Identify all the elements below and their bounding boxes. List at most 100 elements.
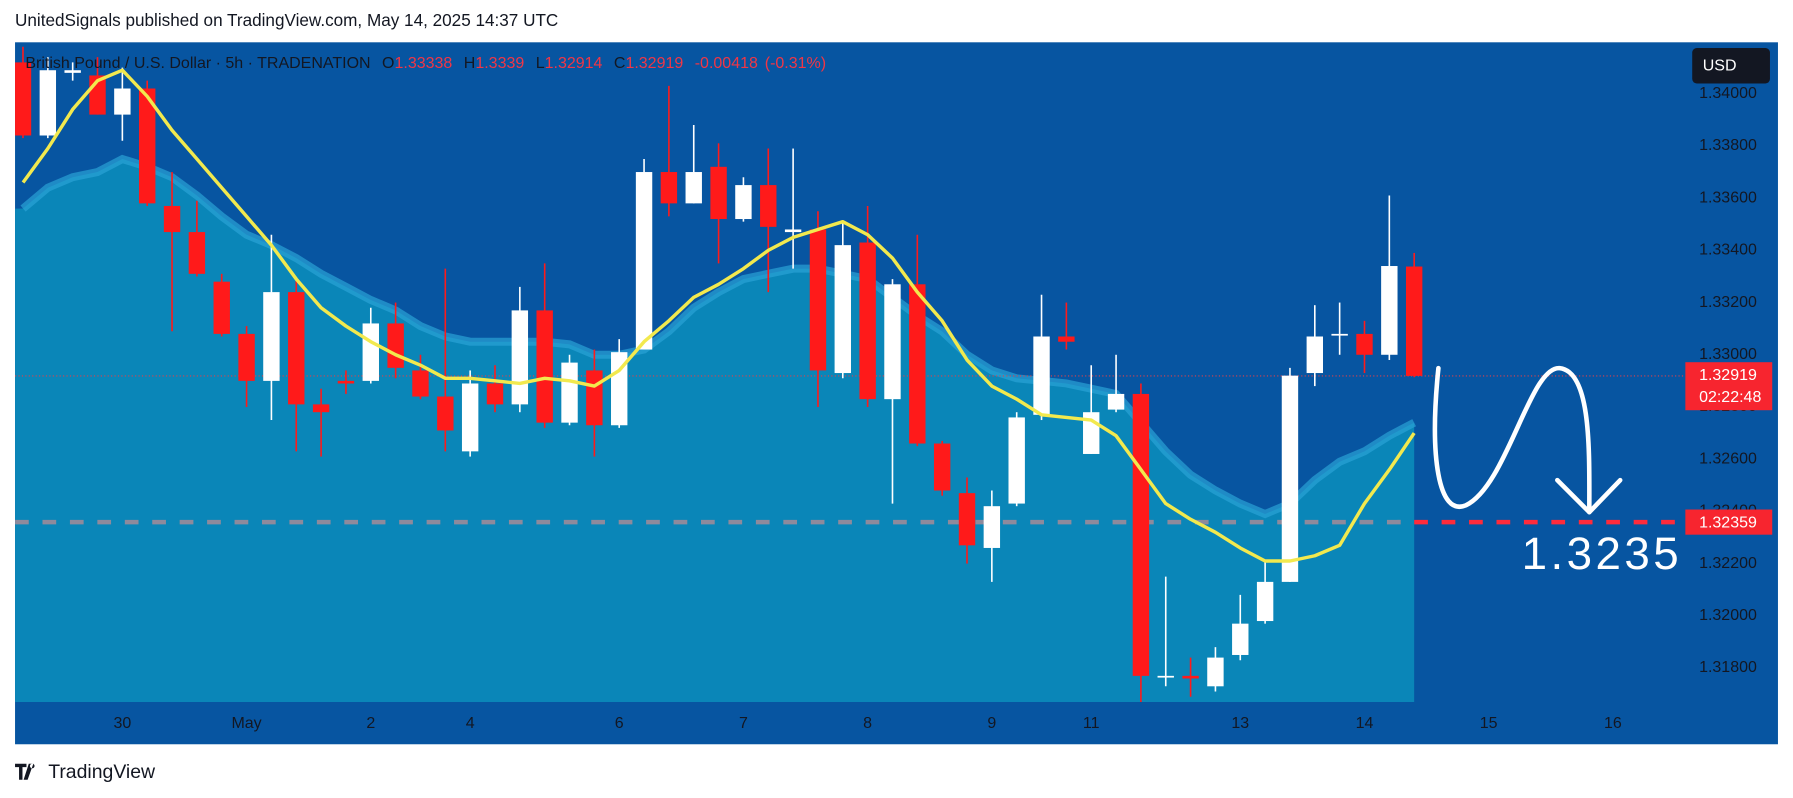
candle-body [1256, 581, 1274, 622]
last-price-label: 1.32919 [1699, 367, 1757, 384]
y-tick-label: 1.33800 [1699, 137, 1757, 154]
candle-body [114, 88, 131, 115]
y-tick-label: 1.32000 [1699, 607, 1757, 624]
candle-body [39, 70, 57, 136]
legend-value: 1.32919 [625, 55, 683, 72]
candle-body [933, 443, 951, 491]
x-tick-label: 14 [1356, 715, 1374, 732]
candle-body [213, 281, 230, 334]
candle-body [586, 370, 603, 426]
candle-body [1331, 333, 1348, 336]
legend-value: 1.33338 [394, 55, 452, 72]
x-tick-label: 11 [1083, 715, 1100, 732]
y-tick-label: 1.33000 [1699, 346, 1757, 363]
x-tick-label: 6 [615, 715, 624, 732]
target-annotation: 1.3235 [1522, 528, 1682, 579]
candle-body [760, 185, 777, 227]
y-tick-label: 1.34000 [1699, 85, 1757, 102]
candle-body [809, 229, 827, 371]
candle-body [735, 185, 752, 220]
legend-key: H [464, 55, 476, 72]
candle-body [884, 284, 901, 400]
candle-body [611, 352, 628, 426]
x-tick-label: 16 [1604, 715, 1622, 732]
candle-body [1157, 675, 1174, 678]
ma-line [21, 68, 1416, 563]
logo-icon [15, 763, 35, 780]
candle-body [1356, 333, 1373, 355]
candle-body [635, 172, 653, 350]
candle-body [685, 172, 702, 204]
candle-body [387, 323, 404, 368]
candle-body [412, 370, 429, 397]
candle-body [958, 493, 976, 546]
legend-value: 1.3339 [475, 55, 524, 72]
legend-key: O [382, 55, 394, 72]
candle-body [263, 292, 280, 381]
level-label: 1.32359 [1699, 514, 1757, 531]
candle-body [1132, 393, 1150, 676]
candle-body [1281, 375, 1299, 582]
level-label-bg [1685, 509, 1773, 535]
candle-body [188, 232, 206, 274]
x-tick-label: 4 [466, 715, 475, 732]
candle-body [64, 70, 81, 73]
candle-body [362, 323, 379, 381]
footer-text: TradingView [48, 761, 156, 783]
candle-body [1405, 266, 1423, 376]
candle-body [834, 245, 851, 374]
publisher-line: UnitedSignals published on TradingView.c… [15, 10, 558, 30]
axes: 1.34000 1.33800 1.33600 1.33400 1.33200 1.330… [113, 85, 1773, 732]
candle-body [1182, 675, 1199, 679]
x-tick-label: 15 [1480, 715, 1498, 732]
candle-body [461, 383, 479, 452]
x-tick-label: 13 [1231, 715, 1249, 732]
legend-key: L [536, 55, 545, 72]
candle-body [859, 242, 876, 400]
plot-area [15, 46, 1685, 702]
candle-body [1107, 393, 1125, 410]
x-tick-label: 30 [113, 715, 131, 732]
legend-value: 1.32914 [545, 55, 603, 72]
candle-body [511, 310, 529, 405]
candle-body [1306, 336, 1324, 374]
candle-body [1058, 336, 1075, 342]
candle-body [1207, 657, 1224, 687]
candle-body [536, 310, 553, 423]
legend: British Pound / U.S. Dollar · 5h · TRADE… [25, 55, 826, 72]
candle-body [139, 88, 156, 204]
x-tick-label: 7 [739, 715, 748, 732]
candle-body [337, 380, 355, 384]
arrow-curve [1432, 365, 1592, 515]
candle-body [561, 362, 578, 423]
y-tick-label: 1.32200 [1699, 555, 1757, 572]
x-tick-label: 2 [366, 715, 375, 732]
legend-change: -0.00418 [695, 55, 758, 72]
candle-body [1381, 266, 1398, 355]
currency-button-bg[interactable] [1692, 48, 1770, 84]
legend-key: C [614, 55, 626, 72]
candle-body [1232, 623, 1249, 655]
y-tick-label: 1.32600 [1699, 450, 1757, 467]
candle-body [1008, 417, 1025, 504]
candle-body [1033, 336, 1050, 415]
x-tick-label: May [231, 715, 261, 732]
y-tick-label: 1.33400 [1699, 242, 1757, 259]
candle-body [983, 506, 1001, 548]
footer-logo: TradingView [15, 761, 156, 783]
candle-body [486, 383, 504, 405]
countdown-label: 02:22:48 [1699, 389, 1761, 406]
candle-body [288, 292, 305, 405]
x-tick-label: 8 [863, 715, 872, 732]
ma-area [15, 159, 1415, 702]
candle-body [909, 284, 926, 444]
x-tick-label: 9 [987, 715, 996, 732]
currency-button[interactable]: USD [1692, 48, 1770, 84]
last-price-label-bg [1685, 362, 1773, 411]
candle-body [163, 205, 181, 233]
currency-button-label[interactable]: USD [1703, 58, 1737, 75]
arrow-head [1555, 477, 1623, 515]
drawing-arrow [1432, 365, 1623, 515]
y-tick-label: 1.31800 [1699, 659, 1757, 676]
